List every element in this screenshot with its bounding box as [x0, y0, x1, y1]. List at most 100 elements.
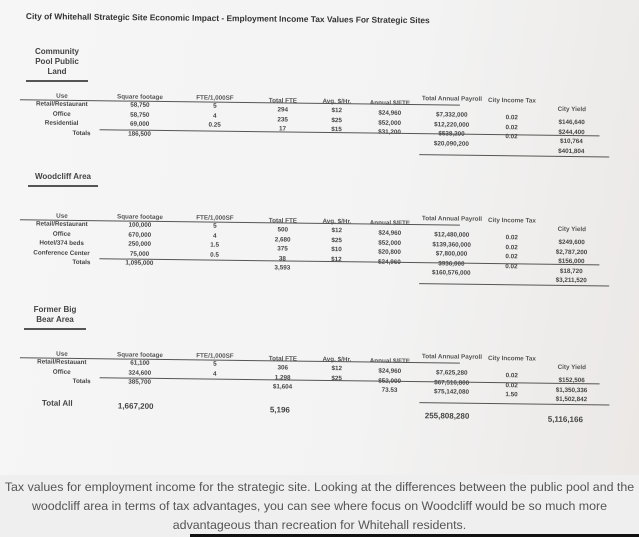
section-table-1: Use Square footage FTE/1,000SF Total FTE Avg… — [0, 212, 639, 287]
table-cell: 4 — [212, 232, 217, 240]
table-cell: 0.02 — [505, 123, 518, 131]
table-cell: 235 — [277, 115, 288, 124]
table-cell: $249,600 — [558, 238, 585, 247]
totals-cell: 385,700 — [128, 378, 152, 386]
table-cell: 0.5 — [210, 251, 219, 259]
totals-cell: $1,502,842 — [555, 395, 588, 404]
total-all-payroll: 255,808,280 — [424, 411, 470, 421]
table-cell: 375 — [277, 245, 288, 253]
table-cell: 0.02 — [505, 243, 518, 251]
totals-cell: Totals — [72, 129, 91, 137]
table-cell: 4 — [212, 112, 217, 120]
table-cell: $18,720 — [559, 267, 583, 275]
table-cell: $1,350,336 — [555, 386, 588, 394]
column-header: Total Annual Payroll — [421, 214, 483, 223]
table-cell: Office — [52, 368, 71, 376]
table-cell: $2,787,200 — [555, 248, 588, 256]
table-cell: $7,625,280 — [435, 369, 468, 377]
table-cell: $12 — [331, 107, 343, 115]
document-title: City of Whitehall Strategic Site Economi… — [25, 11, 430, 26]
totals-cell: Totals — [72, 377, 91, 386]
table-cell: Retail/Restaurant — [35, 220, 88, 229]
scanned-document-photo: City of Whitehall Strategic Site Economi… — [0, 0, 639, 475]
table-cell: $52,000 — [378, 119, 402, 127]
total-all-fte: 5,196 — [269, 405, 290, 415]
column-header: City Income Tax — [487, 354, 536, 363]
table-cell: 61,100 — [130, 359, 150, 367]
section-heading: Community Pool Public Land — [26, 47, 88, 82]
table-cell: $146,640 — [558, 118, 585, 127]
table-cell: 75,000 — [129, 250, 150, 258]
table-cell: Retail/Restauant — [37, 358, 87, 367]
table-cell: $7,332,000 — [435, 111, 468, 119]
column-header: City Yield — [557, 106, 587, 114]
total-all-city-yield: 5,116,166 — [547, 414, 583, 425]
totals-cell: $160,576,000 — [431, 269, 471, 277]
column-header: City Yield — [557, 364, 587, 372]
table-cell: $12,480,000 — [434, 231, 470, 239]
table-cell: 324,600 — [128, 369, 152, 377]
total-all-label: Total All — [41, 398, 73, 408]
image-caption: Tax values for employment income for the… — [4, 480, 635, 532]
table-cell: Hotel/374 beds — [39, 239, 84, 248]
totals-cell: $401,804 — [558, 147, 585, 155]
table-cell: Office — [52, 230, 71, 238]
table-cell: 5 — [213, 222, 217, 230]
table-cell: 670,000 — [128, 231, 152, 239]
column-header: Total Annual Payroll — [421, 352, 483, 361]
table-cell: Retail/Restaurant — [35, 100, 88, 109]
section-heading: Woodcliff Area — [28, 172, 98, 187]
table-cell: $12 — [331, 365, 343, 373]
table-cell: $24,960 — [378, 109, 402, 117]
section-table-0: Use Square footage FTE/1,000SF Total FTE Avg… — [0, 92, 639, 157]
table-cell: 58,750 — [130, 111, 150, 119]
totals-cell: $3,211,520 — [555, 276, 587, 285]
totals-cell: Totals — [72, 258, 91, 267]
totals-cell: 3,593 — [274, 264, 291, 272]
totals-cell: 73.53 — [381, 386, 398, 394]
totals-rule — [99, 258, 600, 266]
table-cell: 250,000 — [128, 240, 152, 248]
table-cell: $25 — [331, 236, 342, 244]
table-cell: $10 — [331, 246, 342, 254]
column-header: City Income Tax — [487, 96, 536, 105]
table-cell: 0.02 — [505, 114, 518, 122]
table-cell: $139,360,000 — [432, 240, 471, 249]
table-cell: $52,000 — [378, 239, 402, 247]
table-cell: 5 — [213, 360, 217, 368]
table-cell: 58,750 — [130, 101, 150, 109]
table-cell: 0.02 — [505, 372, 518, 380]
table-cell: 69,000 — [129, 120, 150, 128]
table-cell: 0.25 — [208, 121, 221, 129]
totals-cell: 1,095,000 — [125, 259, 154, 267]
section-heading: Former Big Bear Area — [24, 305, 86, 330]
table-cell: $24,960 — [378, 367, 402, 375]
total-all-square-footage: 1,667,200 — [117, 401, 154, 411]
totals-cell: $20,090,200 — [433, 139, 469, 148]
table-cell: $24,960 — [378, 229, 402, 237]
table-cell: Residential — [44, 119, 79, 127]
totals-rule — [99, 377, 600, 385]
table-cell: $25 — [331, 116, 342, 124]
column-header: City Yield — [557, 226, 587, 234]
column-header: Total Annual Payroll — [421, 94, 483, 103]
table-cell: 4 — [212, 370, 217, 378]
table-cell: $7,800,000 — [435, 250, 468, 258]
totals-cell: $1,604 — [272, 383, 293, 391]
totals-cell: 1.50 — [505, 391, 518, 399]
section-table-2: Use Square footage FTE/1,000SF Total FTE Avg… — [0, 350, 639, 406]
table-cell: Office — [52, 110, 71, 118]
totals-rule — [99, 128, 600, 136]
table-cell: $12 — [331, 227, 343, 235]
table-cell: 100,000 — [128, 221, 152, 229]
table-cell: 0.02 — [505, 253, 518, 261]
column-header: City Income Tax — [487, 216, 536, 225]
totals-cell: $75,142,080 — [433, 388, 470, 396]
table-cell: $20,800 — [378, 248, 401, 256]
table-cell: 1.5 — [210, 241, 220, 249]
totals-cell: 186,500 — [128, 130, 151, 138]
table-cell: 0.02 — [505, 234, 518, 242]
table-cell: 294 — [277, 106, 289, 114]
table-cell: Conference Center — [33, 248, 90, 257]
table-cell: 5 — [213, 102, 217, 110]
